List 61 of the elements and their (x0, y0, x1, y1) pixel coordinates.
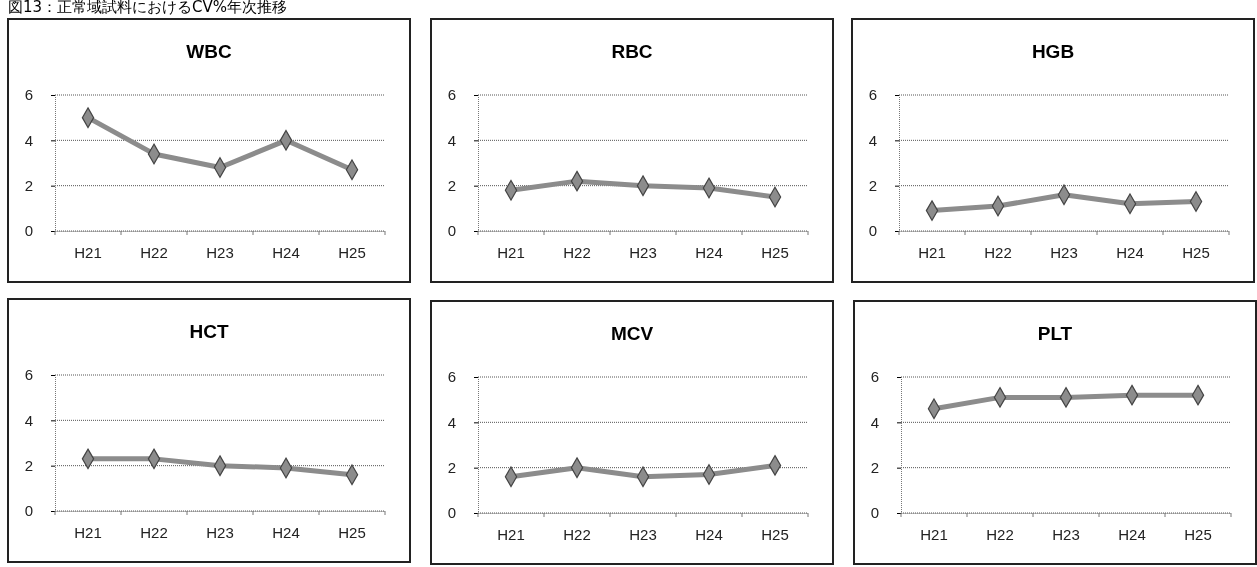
x-tick-label: H23 (206, 243, 234, 261)
chart-title: MCV (610, 323, 654, 344)
x-tick-label: H25 (338, 523, 366, 541)
x-tick-label: H23 (206, 523, 234, 541)
caption: 図13：正常域試料におけるCV%年次推移 (8, 0, 288, 16)
y-tick-label: 2 (447, 458, 456, 476)
y-tick-label: 6 (870, 368, 879, 386)
chart-title: RBC (611, 41, 653, 62)
chart-title: WBC (186, 41, 232, 62)
x-tick-label: H24 (272, 243, 300, 261)
y-tick-label: 6 (447, 86, 456, 104)
y-tick-label: 2 (868, 176, 877, 194)
y-tick-label: 2 (24, 176, 33, 194)
x-tick-label: H25 (761, 525, 789, 543)
y-tick-label: 4 (24, 131, 33, 149)
chart-title: HGB (1031, 41, 1075, 62)
x-tick-label: H25 (338, 243, 366, 261)
x-tick-label: H24 (1118, 525, 1146, 543)
x-tick-label: H23 (1052, 525, 1080, 543)
x-tick-label: H23 (629, 525, 657, 543)
y-tick-label: 2 (870, 458, 879, 476)
x-tick-label: H24 (695, 525, 723, 543)
y-tick-label: 6 (24, 86, 33, 104)
y-tick-label: 0 (870, 504, 879, 522)
x-tick-label: H21 (497, 243, 525, 261)
x-tick-label: H23 (1050, 243, 1078, 261)
x-tick-label: H24 (1116, 243, 1144, 261)
y-tick-label: 6 (447, 368, 456, 386)
x-tick-label: H22 (140, 523, 168, 541)
x-tick-label: H22 (563, 525, 591, 543)
x-tick-label: H21 (74, 523, 102, 541)
y-tick-label: 2 (24, 456, 33, 474)
y-tick-label: 0 (447, 504, 456, 522)
x-tick-label: H21 (74, 243, 102, 261)
y-tick-label: 4 (870, 413, 879, 431)
x-tick-label: H21 (920, 525, 948, 543)
y-tick-label: 4 (447, 131, 456, 149)
y-tick-label: 0 (24, 502, 33, 520)
x-tick-label: H22 (984, 243, 1012, 261)
x-tick-label: H22 (563, 243, 591, 261)
x-tick-label: H25 (1182, 243, 1210, 261)
y-tick-label: 4 (447, 413, 456, 431)
y-tick-label: 4 (24, 411, 33, 429)
x-tick-label: H24 (695, 243, 723, 261)
x-tick-label: H24 (272, 523, 300, 541)
y-tick-label: 0 (868, 222, 877, 240)
x-tick-label: H25 (761, 243, 789, 261)
x-tick-label: H22 (140, 243, 168, 261)
y-tick-label: 2 (447, 176, 456, 194)
chart-title: HCT (189, 321, 229, 342)
y-tick-label: 0 (24, 222, 33, 240)
y-tick-label: 6 (24, 366, 33, 384)
x-tick-label: H23 (629, 243, 657, 261)
y-tick-label: 6 (868, 86, 877, 104)
x-tick-label: H21 (918, 243, 946, 261)
x-tick-label: H25 (1184, 525, 1212, 543)
x-tick-label: H22 (986, 525, 1014, 543)
x-tick-label: H21 (497, 525, 525, 543)
y-tick-label: 0 (447, 222, 456, 240)
y-tick-label: 4 (868, 131, 877, 149)
chart-title: PLT (1037, 323, 1073, 344)
